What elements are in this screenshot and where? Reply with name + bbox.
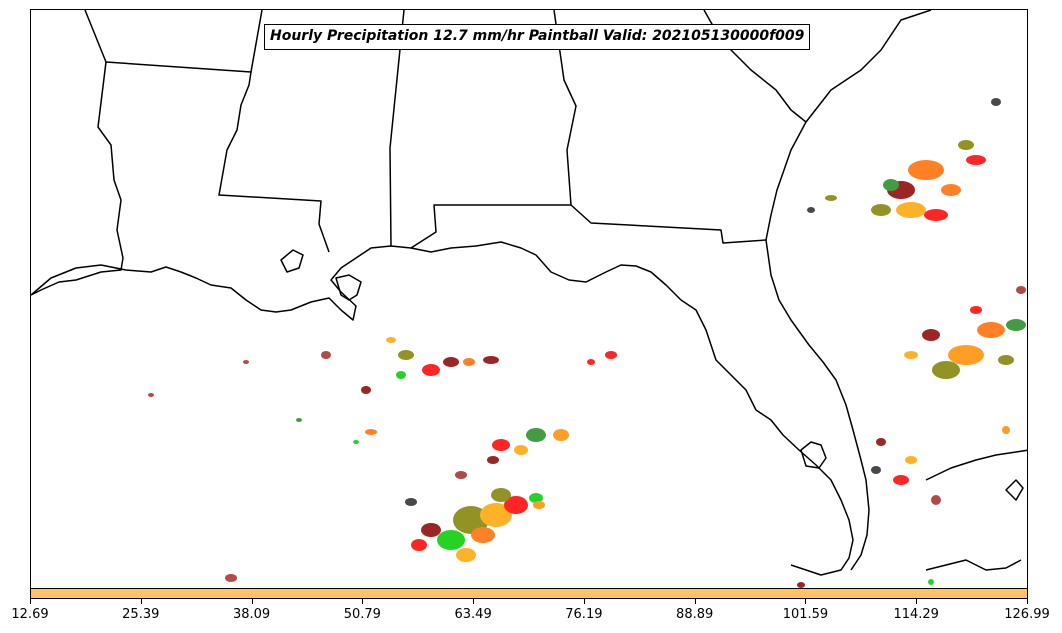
- colorbar-tick-mark: [1027, 599, 1028, 604]
- border-texas-louisiana: [31, 61, 124, 296]
- mobile-bay: [280, 249, 304, 273]
- colorbar-tick-mark: [473, 599, 475, 604]
- colorbar-tick-label: 101.59: [782, 607, 829, 622]
- precip-cluster-atlantic: [807, 98, 1001, 221]
- border-ms: [250, 10, 263, 73]
- state-borders: [31, 10, 1027, 576]
- colorbar-tick-label: 114.29: [893, 607, 939, 622]
- colorbar-tick-mark: [583, 599, 585, 604]
- colorbar-tick-label: 12.69: [11, 607, 49, 622]
- map-title: Hourly Precipitation 12.7 mm/hr Paintbal…: [264, 24, 811, 50]
- colorbar-axis: 12.69 25.39 38.09 50.79 63.49 76.19 88.89 101.5…: [0, 599, 1062, 633]
- colorbar-tick-label: 88.89: [676, 607, 714, 622]
- bahamas: [1005, 479, 1024, 501]
- florida-east-coast: [765, 239, 870, 571]
- cuba-coast: [925, 449, 1027, 481]
- precip-scattered: [148, 360, 934, 588]
- border-ar-la-tx: [84, 10, 330, 253]
- colorbar-tick-label: 50.79: [343, 607, 381, 622]
- map-frame: Hourly Precipitation 12.7 mm/hr Paintbal…: [30, 9, 1028, 599]
- colorbar-tick-mark: [30, 599, 31, 604]
- colorbar-tick-mark: [140, 599, 142, 604]
- colorbar-tick-mark: [694, 599, 696, 604]
- precip-cluster-gulf-north: [321, 337, 617, 435]
- colorbar-tick-mark: [251, 599, 253, 604]
- colorbar-tick-mark: [805, 599, 807, 604]
- colorbar-tick-label: 126.99: [1004, 607, 1050, 622]
- colorbar: [30, 588, 1028, 599]
- precip-cluster-gulf-central: [405, 428, 569, 562]
- map-canvas: [31, 10, 1027, 588]
- border-ms-al: [389, 10, 405, 247]
- colorbar-tick-label: 38.09: [232, 607, 271, 622]
- border-al-ga: [410, 10, 577, 249]
- precip-cluster-east: [871, 286, 1026, 505]
- colorbar-tick-label: 63.49: [454, 607, 492, 622]
- gulf-coast: [31, 241, 854, 576]
- colorbar-tick-mark: [916, 599, 918, 604]
- colorbar-tick-mark: [362, 599, 364, 604]
- border-ga-sc: [765, 10, 932, 241]
- colorbar-tick-label: 25.39: [122, 607, 160, 622]
- louisiana-delta: [335, 274, 362, 301]
- lake-okeechobee: [800, 441, 827, 469]
- colorbar-tick-label: 76.19: [565, 607, 603, 622]
- border-ga-fl: [570, 204, 767, 244]
- keys: [925, 559, 1022, 571]
